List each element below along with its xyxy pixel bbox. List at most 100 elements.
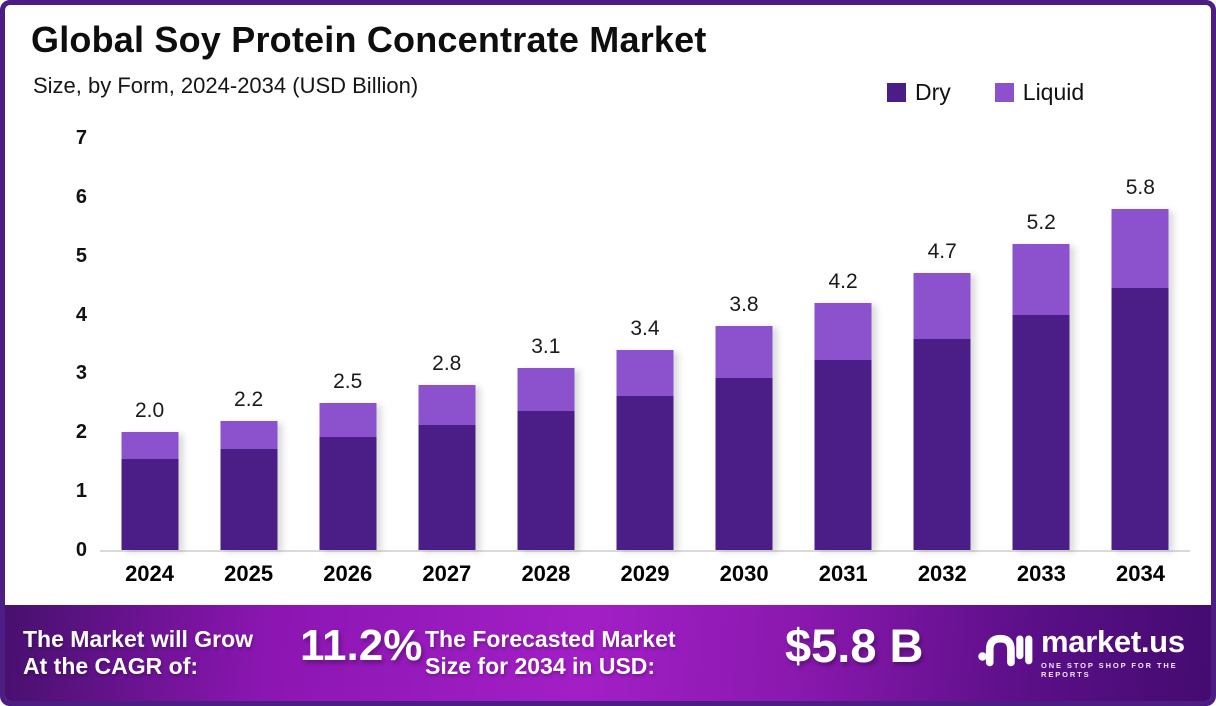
y-tick-label: 7 [75,127,87,149]
x-tick-label-2027: 2027 [422,561,472,586]
y-tick-label: 0 [75,539,87,561]
y-tick-label: 6 [75,185,87,208]
x-tick-label-2026: 2026 [323,561,373,586]
bar-segment-dry-2028 [517,411,575,550]
legend-label: Liquid [1022,79,1085,105]
x-tick-label-2031: 2031 [818,561,868,586]
bar-2024: 2.0 [100,138,199,550]
brand-text: market.us ONE STOP SHOP FOR THE REPORTS [1041,624,1211,680]
bar-value-label: 5.2 [1026,210,1056,234]
bar-segment-dry-2029 [616,395,674,550]
bar-segment-liquid-2034 [1111,208,1169,288]
bar-value-label: 2.2 [234,387,264,411]
bar-segment-liquid-2026 [319,402,377,437]
bar-value-label: 3.1 [531,334,561,358]
stacked-bar-plot: 2.0 2.2 2.5 2.8 3.1 3.4 3.8 4.2 4.7 5.2 5.8 [100,138,1190,552]
bar-stack-2030 [715,326,773,550]
bar-segment-dry-2031 [814,360,872,550]
bar-value-label: 2.5 [333,369,363,393]
bar-2028: 3.1 [496,138,595,550]
bar-stack-2029 [616,349,674,550]
bar-value-label: 2.8 [432,352,462,376]
bar-value-label: 4.7 [927,240,957,264]
x-tick-label-2033: 2033 [1016,561,1066,586]
bar-segment-dry-2025 [220,448,278,550]
bar-segment-liquid-2029 [616,349,674,396]
forecast-label: The Forecasted Market Size for 2034 in U… [425,626,676,680]
x-tick-label-2034: 2034 [1116,561,1165,586]
bar-segment-liquid-2033 [1012,243,1070,315]
bar-segment-liquid-2025 [220,420,278,449]
bar-value-label: 5.8 [1125,175,1155,199]
bar-segment-dry-2024 [121,458,179,550]
chart-subtitle: Size, by Form, 2024-2034 (USD Billion) [33,73,419,98]
bar-value-label: 2.0 [134,399,165,423]
bar-stack-2025 [220,420,278,550]
y-tick-label: 1 [75,480,87,503]
y-tick-label: 2 [75,421,87,444]
x-tick-label-2028: 2028 [521,561,571,586]
market-us-logo-icon [977,625,1033,676]
bar-2030: 3.8 [694,138,793,550]
bar-segment-dry-2027 [418,425,476,550]
forecast-value: $5.8 B [785,619,924,672]
chart-legend: Dry Liquid [887,79,1084,106]
bar-2034: 5.8 [1091,138,1190,550]
bar-segment-liquid-2028 [517,367,575,412]
forecast-label-line2: Size for 2034 in USD: [425,653,656,679]
cagr-value: 11.2% [300,621,423,670]
bar-2031: 4.2 [794,138,893,550]
bar-segment-dry-2033 [1012,314,1070,550]
bar-stack-2032 [913,273,971,550]
bar-stack-2024 [121,432,179,550]
bar-segment-dry-2030 [715,378,773,550]
bar-2029: 3.4 [595,138,694,550]
bar-2026: 2.5 [298,138,397,550]
bar-value-label: 4.2 [828,269,858,293]
legend-swatch-liquid [994,83,1014,102]
x-tick-label-2024: 2024 [125,561,175,586]
brand-name: market.us [1041,624,1185,659]
y-tick-label: 4 [75,303,87,326]
x-tick-label-2030: 2030 [719,561,769,586]
y-tick-label: 3 [75,362,87,385]
x-axis: 2024 2025 2026 2027 2028 2029 2030 2031 2032 2033… [100,561,1190,587]
bar-segment-dry-2034 [1111,287,1169,550]
bar-stack-2026 [319,402,377,550]
brand-logo: market.us ONE STOP SHOP FOR THE REPORTS [977,625,1211,679]
bar-stack-2033 [1012,243,1070,550]
bar-segment-liquid-2030 [715,326,773,379]
bar-stack-2027 [418,385,476,550]
legend-item-dry: Dry [887,79,951,106]
x-tick-label-2029: 2029 [620,561,670,586]
brand-tagline: ONE STOP SHOP FOR THE REPORTS [1041,661,1178,679]
cagr-label-line2: At the CAGR of: [23,653,199,679]
bar-segment-liquid-2031 [814,302,872,361]
y-tick-label: 5 [75,244,87,267]
bar-2033: 5.2 [992,138,1091,550]
bar-stack-2028 [517,367,575,550]
bar-value-label: 3.4 [630,316,660,340]
cagr-label-line1: The Market will Grow [23,626,254,652]
legend-label: Dry [915,79,951,105]
cagr-label: The Market will Grow At the CAGR of: [23,626,253,680]
footer-banner: The Market will Grow At the CAGR of: 11.… [5,605,1211,701]
bar-value-label: 3.8 [729,293,759,317]
bar-2025: 2.2 [199,138,298,550]
y-axis: 0 1 2 3 4 5 6 7 [45,127,87,561]
x-tick-label-2032: 2032 [917,561,967,586]
bar-2032: 4.7 [893,138,992,550]
x-tick-label-2025: 2025 [224,561,274,586]
bar-2027: 2.8 [397,138,496,550]
bar-segment-liquid-2027 [418,385,476,426]
forecast-label-line1: The Forecasted Market [425,626,676,652]
bar-segment-dry-2032 [913,339,971,550]
legend-item-liquid: Liquid [994,79,1085,106]
bar-segment-liquid-2024 [121,432,179,459]
bar-stack-2031 [814,302,872,550]
bar-segment-liquid-2032 [913,273,971,340]
bar-stack-2034 [1111,208,1169,550]
page-title: Global Soy Protein Concentrate Market [31,19,707,60]
bar-segment-dry-2026 [319,437,377,550]
